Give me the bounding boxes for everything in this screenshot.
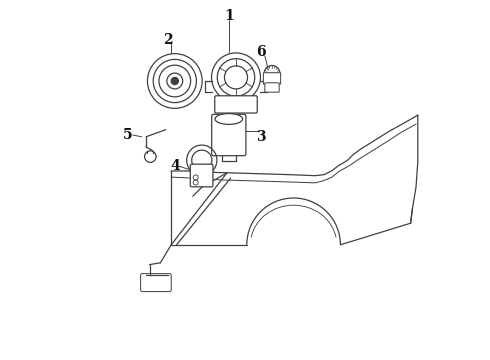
FancyBboxPatch shape [265,83,279,92]
FancyBboxPatch shape [212,114,246,156]
Text: 4: 4 [170,159,180,172]
FancyBboxPatch shape [190,164,213,187]
Text: 1: 1 [224,9,234,23]
FancyBboxPatch shape [141,274,171,292]
FancyBboxPatch shape [263,73,281,84]
Text: 6: 6 [256,45,266,59]
Text: 3: 3 [256,130,266,144]
Text: 2: 2 [163,33,172,46]
FancyBboxPatch shape [215,96,257,113]
Text: 5: 5 [123,128,133,142]
Ellipse shape [215,114,243,125]
Circle shape [171,77,178,85]
